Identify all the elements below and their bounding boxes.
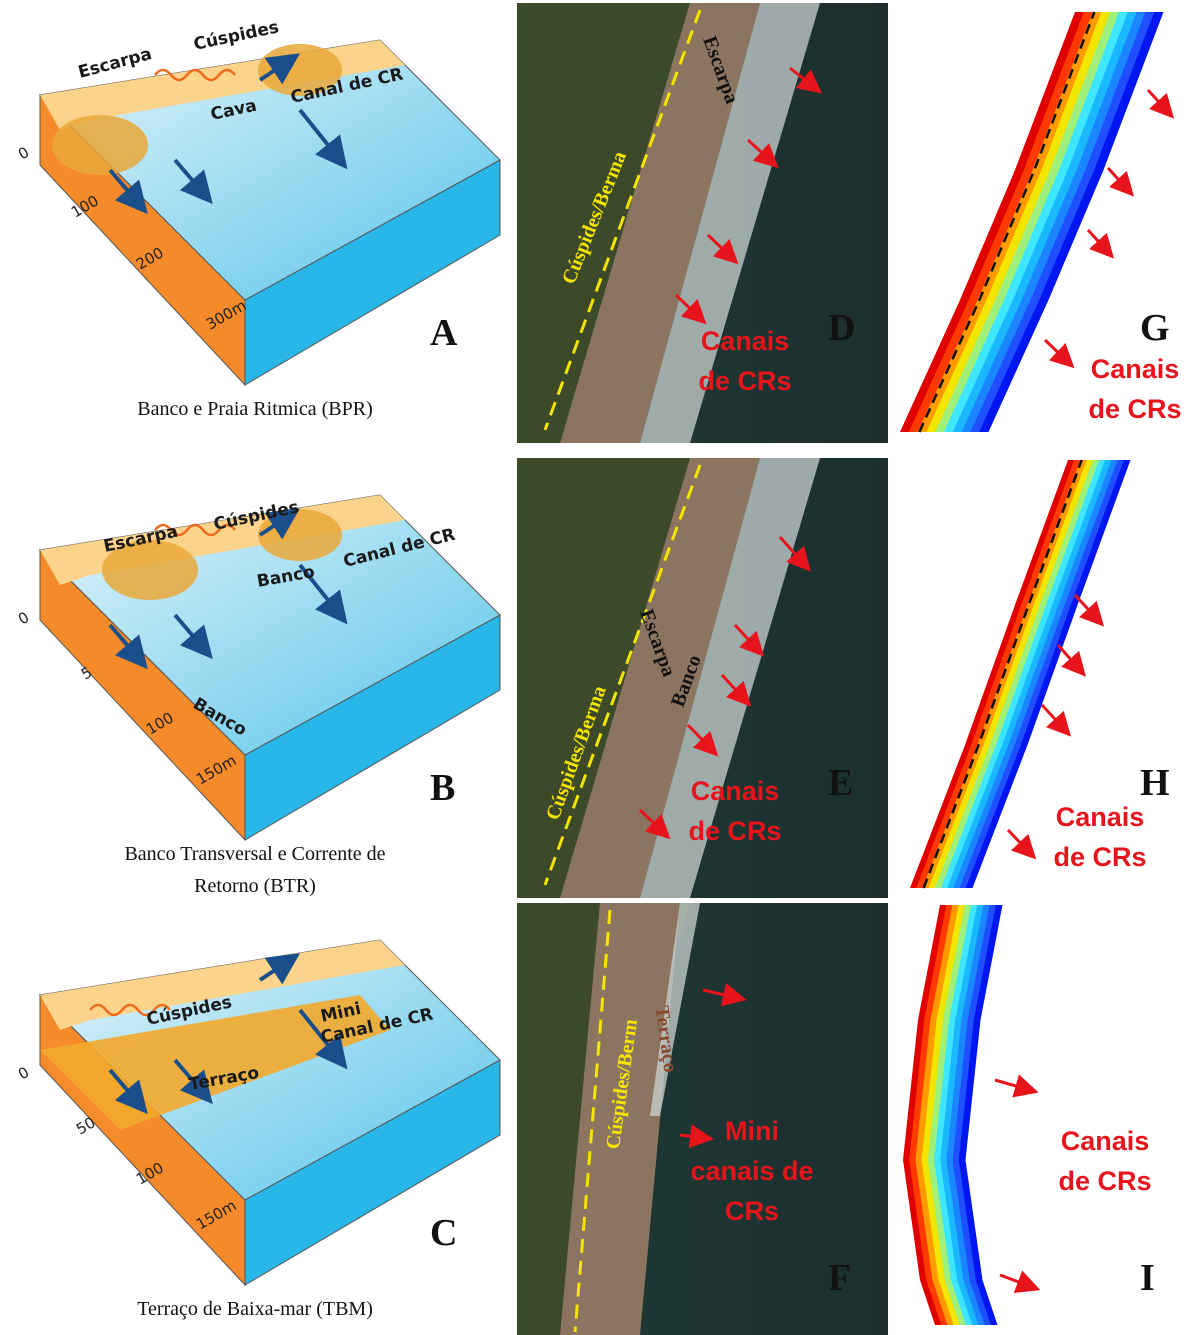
photo-callout: Mini [725, 1116, 779, 1146]
map-callout: Canais [1061, 1126, 1150, 1156]
rip-arrow [1042, 705, 1065, 730]
axis-tick-label: 0 [15, 1063, 32, 1083]
map-callout: Canais [1056, 802, 1145, 832]
panel-letter: C [430, 1212, 457, 1254]
map-callout: de CRs [1053, 842, 1146, 872]
panel-letter: H [1140, 762, 1170, 804]
caption: Terraço de Baixa-mar (TBM) [137, 1298, 373, 1320]
diagram-label: Escarpa [76, 44, 154, 83]
photo-callout: canais de [690, 1156, 813, 1186]
photo-callout: de CRs [688, 816, 781, 846]
panel-letter: A [430, 312, 458, 354]
panel-letter: G [1140, 307, 1170, 349]
figure: EscarpaCúspidesCavaCanal de CR0100200300… [0, 0, 1197, 1335]
rip-arrow [1000, 1275, 1032, 1287]
rip-arrow [1148, 90, 1168, 112]
map-callout: Canais [1091, 354, 1180, 384]
rip-arrow [995, 1080, 1030, 1090]
rip-arrow [1088, 230, 1108, 252]
panel-letter: D [828, 307, 855, 349]
bar-shoal [52, 115, 148, 175]
panel-letter: I [1140, 1257, 1155, 1299]
caption: Banco e Praia Ritmica (BPR) [137, 398, 373, 420]
map-callout: de CRs [1088, 394, 1181, 424]
caption: Banco Transversal e Corrente de [124, 843, 385, 865]
rip-arrow [1108, 168, 1128, 190]
photo-callout: Canais [691, 776, 780, 806]
rip-arrow [1075, 595, 1098, 620]
axis-tick-label: 0 [15, 608, 32, 628]
photo-callout: CRs [725, 1196, 779, 1226]
photo-callout: Canais [701, 326, 790, 356]
caption: Retorno (BTR) [194, 875, 316, 897]
map-callout: de CRs [1058, 1166, 1151, 1196]
panel-letter: E [828, 762, 853, 804]
panel-letter: F [828, 1257, 851, 1299]
rip-arrow [1058, 645, 1080, 670]
diagram-label: Cúspides [192, 17, 281, 55]
photo-callout: de CRs [698, 366, 791, 396]
panel-letter: B [430, 767, 455, 809]
rip-arrow [1045, 340, 1068, 362]
axis-tick-label: 0 [15, 143, 32, 163]
rip-arrow [1008, 830, 1030, 853]
